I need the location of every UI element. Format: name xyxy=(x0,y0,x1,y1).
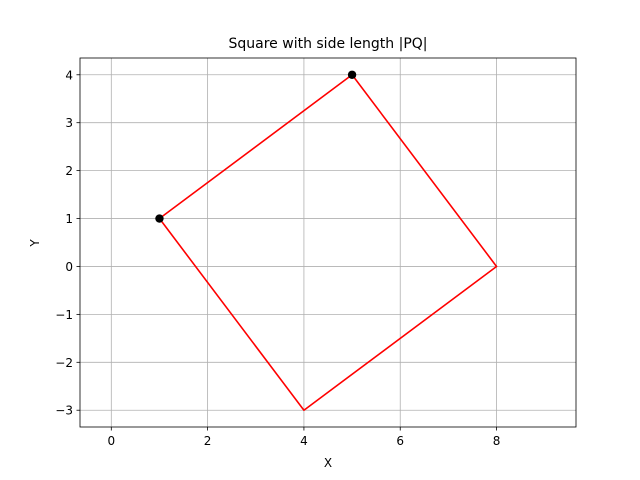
x-axis-label: X xyxy=(324,456,332,470)
ticks: 0 2 4 6 8 −3 −2 −1 0 1 2 3 4 xyxy=(55,68,500,448)
x-tick-label: 6 xyxy=(396,434,404,448)
x-tick-label: 8 xyxy=(493,434,501,448)
y-tick-label: 0 xyxy=(65,260,73,274)
y-tick-label: 1 xyxy=(65,212,73,226)
y-tick-label: 2 xyxy=(65,164,73,178)
y-tick-label: −3 xyxy=(55,404,73,418)
square-outline xyxy=(158,73,498,412)
point-marker xyxy=(347,70,357,79)
axes-frame xyxy=(79,57,577,428)
y-tick-label: −1 xyxy=(55,308,73,322)
x-tick-label: 2 xyxy=(204,434,212,448)
chart-title: Square with side length |PQ| xyxy=(229,36,428,52)
x-tick-label: 4 xyxy=(300,434,308,448)
y-tick-label: 3 xyxy=(65,116,73,130)
x-tick-label: 0 xyxy=(107,434,115,448)
y-tick-label: 4 xyxy=(65,68,73,82)
point-marker xyxy=(155,214,164,223)
plot-series xyxy=(155,70,498,412)
y-axis-label: Y xyxy=(28,239,42,248)
y-tick-label: −2 xyxy=(55,356,73,370)
grid xyxy=(80,58,576,427)
